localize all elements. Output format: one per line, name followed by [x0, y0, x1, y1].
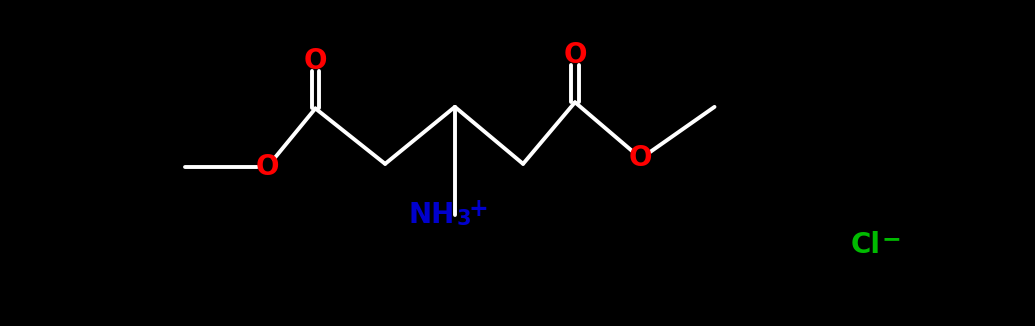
Text: Cl: Cl: [851, 231, 881, 259]
Text: +: +: [469, 197, 489, 221]
Text: 3: 3: [456, 209, 471, 229]
Text: O: O: [256, 153, 279, 181]
Text: O: O: [303, 47, 327, 75]
Text: −: −: [881, 227, 900, 251]
Text: O: O: [563, 40, 587, 68]
Text: NH: NH: [409, 201, 454, 229]
Text: O: O: [629, 144, 653, 172]
